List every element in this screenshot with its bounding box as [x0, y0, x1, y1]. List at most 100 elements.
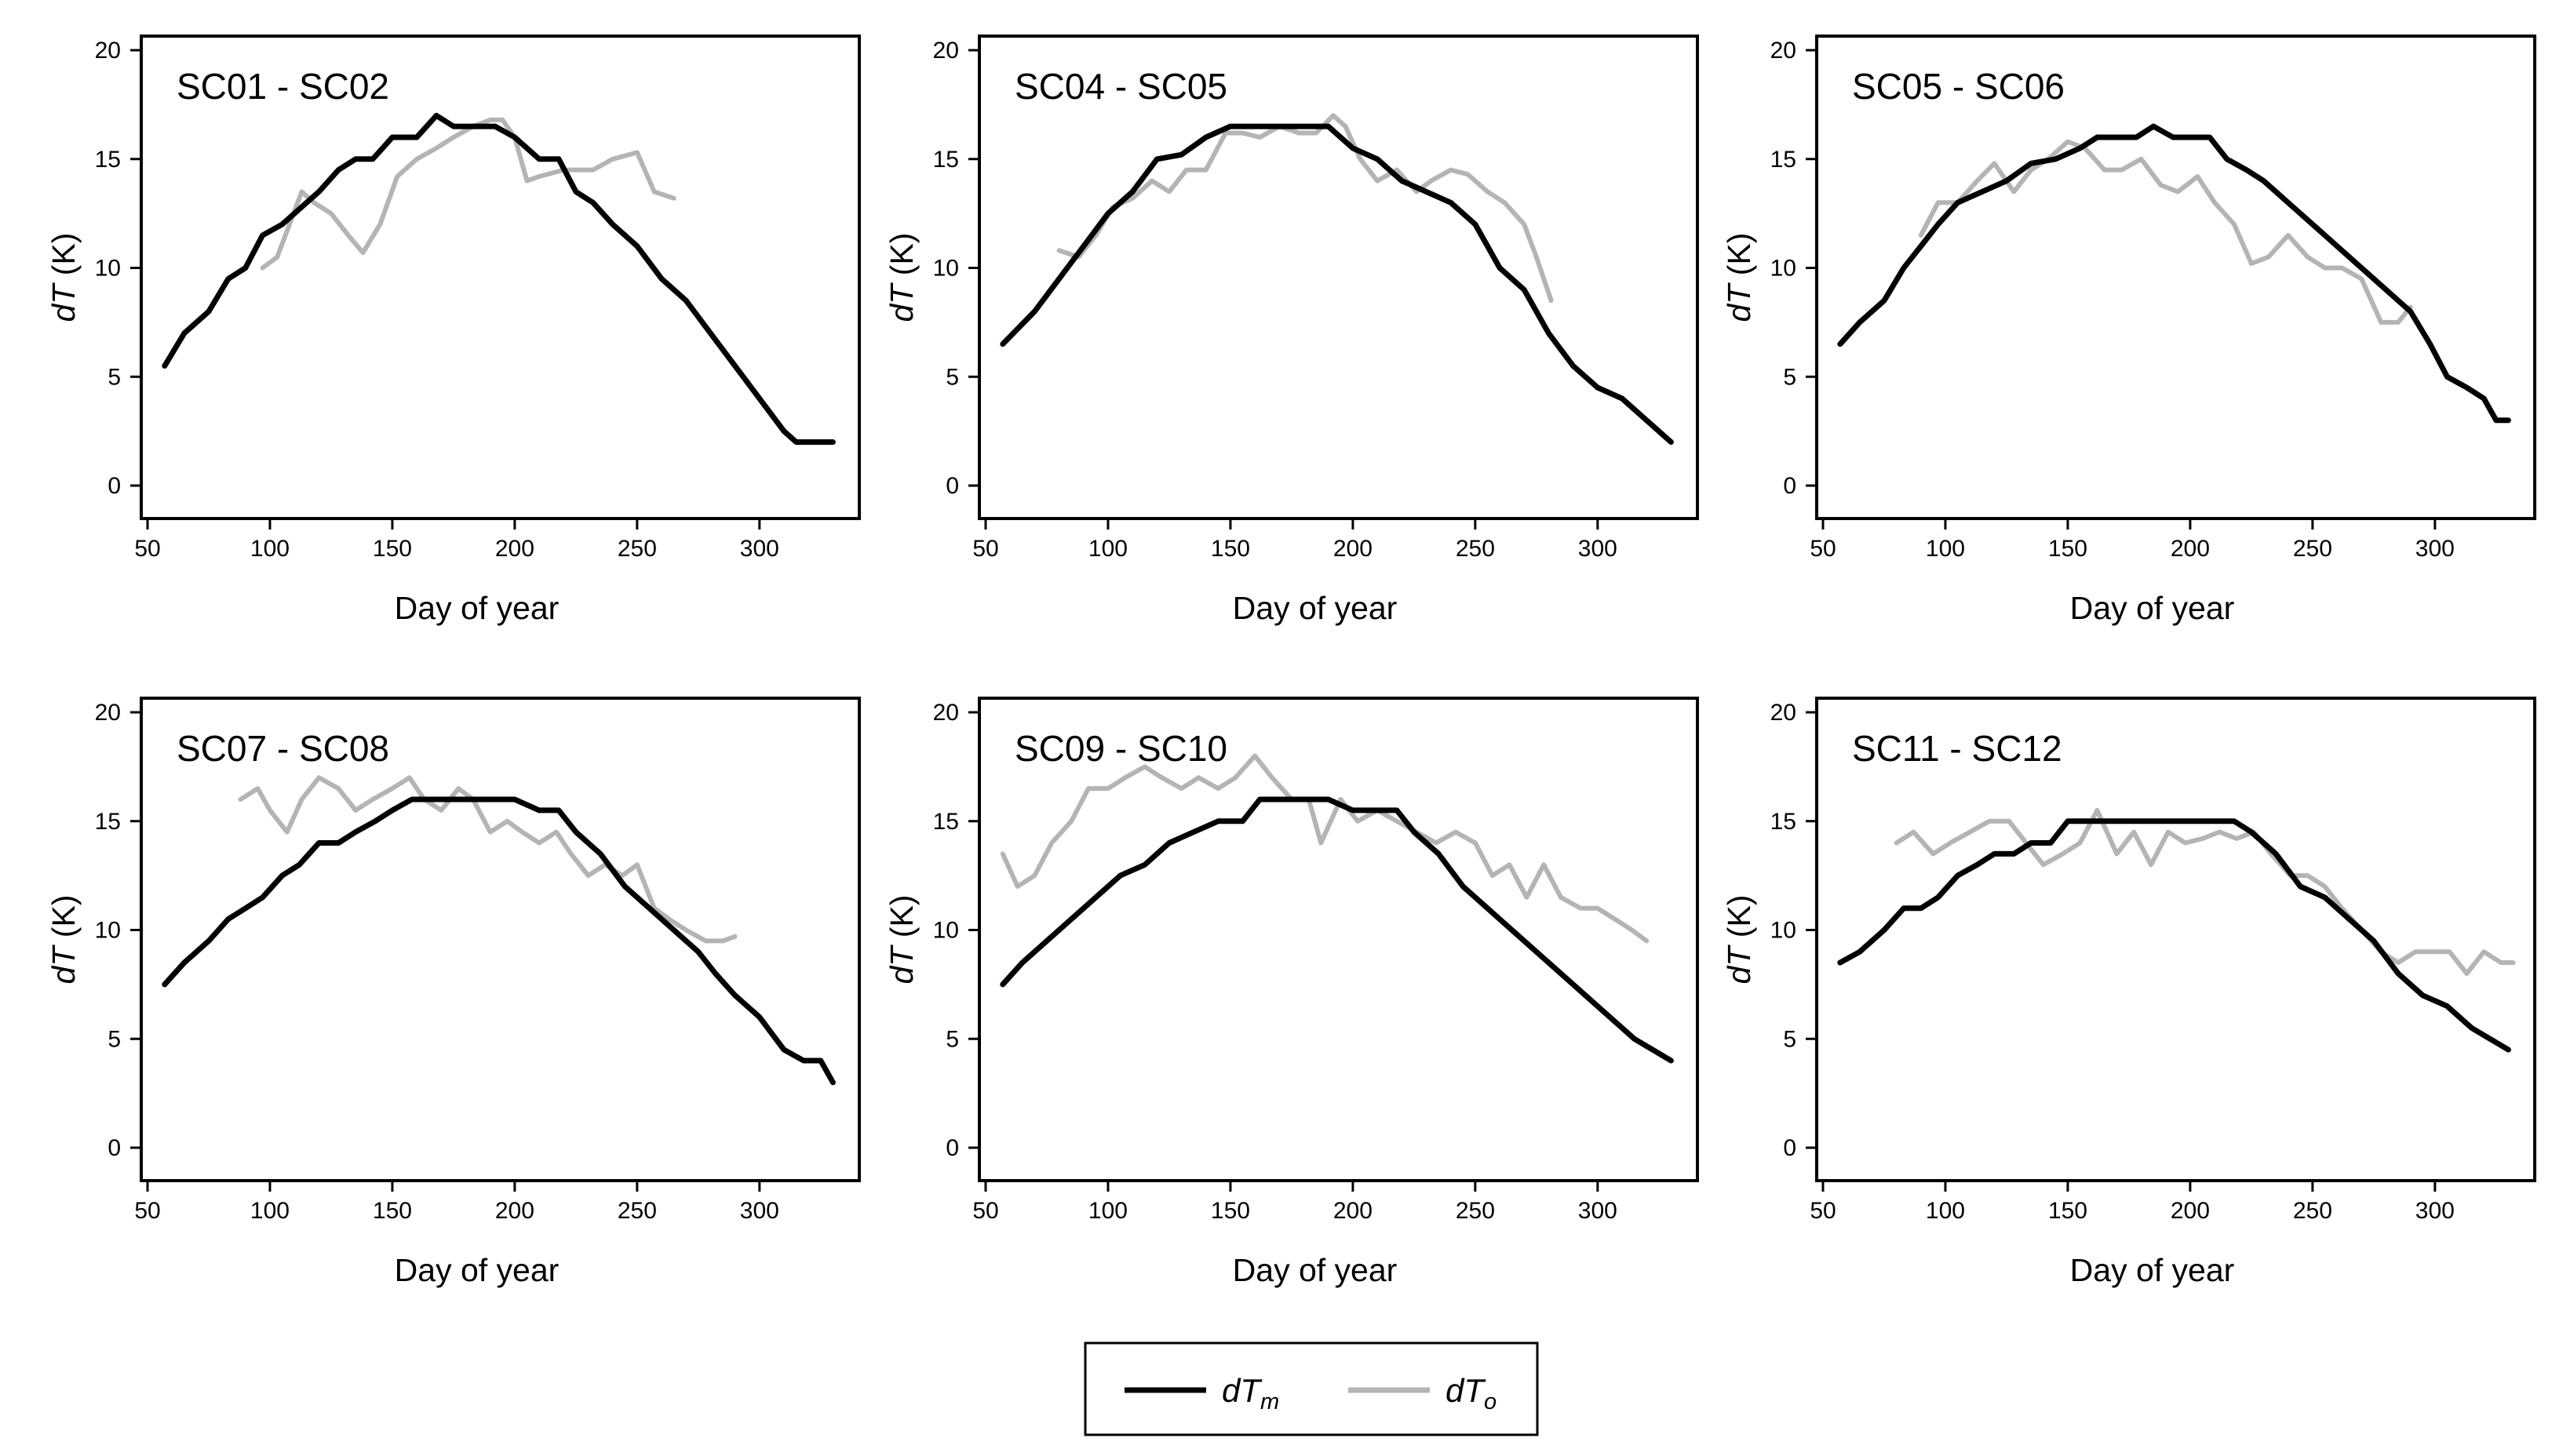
series-line-modelled	[1837, 123, 2511, 424]
x-axis-label: Day of year	[395, 590, 560, 626]
x-tick-label: 50	[1810, 536, 1836, 562]
panel-title: SC11 - SC12	[1852, 728, 2062, 769]
y-tick-label: 10	[1770, 918, 1796, 944]
x-tick-label: 300	[740, 1198, 779, 1224]
x-tick-label: 50	[972, 1198, 998, 1224]
y-tick-label: 5	[1783, 1026, 1796, 1052]
y-tick-label: 20	[1770, 38, 1796, 64]
y-tick-label: 0	[946, 1135, 959, 1161]
x-tick-label: 100	[1926, 1198, 1965, 1224]
y-axis-label: dT (K)	[1721, 233, 1757, 322]
y-tick-label: 15	[1770, 809, 1796, 835]
panel-title: SC09 - SC10	[1015, 728, 1227, 769]
y-axis-label: dT (K)	[1721, 895, 1757, 985]
y-tick-label: 10	[95, 918, 121, 944]
y-tick-label: 5	[946, 1026, 959, 1052]
y-tick-label: 10	[95, 256, 121, 282]
x-tick-label: 100	[1088, 536, 1128, 562]
x-axis-label: Day of year	[1233, 590, 1398, 626]
x-tick-label: 50	[134, 1198, 160, 1224]
x-tick-label: 100	[1088, 1198, 1128, 1224]
series-line-observed	[1918, 139, 2413, 325]
y-tick-label: 15	[95, 809, 121, 835]
panel-title: SC01 - SC02	[177, 66, 389, 107]
series-line-modelled	[1837, 818, 2511, 1053]
chart-panel: 50 100 150 200 250 300 0 5 10 15 20 Day of year dT (…	[1721, 35, 2536, 626]
y-axis-label-symbol: dT	[46, 945, 82, 985]
x-tick-label: 300	[1578, 1198, 1617, 1224]
x-tick-label: 200	[2171, 536, 2210, 562]
panel-title: SC07 - SC08	[177, 728, 389, 769]
series-line-modelled	[1000, 796, 1674, 1064]
x-tick-label: 150	[373, 1198, 412, 1224]
plot-frame	[978, 35, 1699, 520]
x-tick-label: 250	[1456, 536, 1495, 562]
y-tick-label: 20	[95, 700, 121, 726]
x-tick-label: 100	[250, 536, 290, 562]
x-tick-label: 200	[495, 536, 534, 562]
x-tick-label: 300	[1578, 536, 1617, 562]
y-tick-label: 5	[1783, 364, 1796, 390]
plot-frame	[978, 697, 1699, 1182]
x-tick-label: 150	[1211, 1198, 1250, 1224]
x-tick-label: 300	[2415, 536, 2455, 562]
y-tick-label: 10	[933, 256, 959, 282]
chart-panel: 50 100 150 200 250 300 0 5 10 15 20 Day of year dT (…	[1721, 697, 2536, 1288]
legend-label-modelled: dTm	[1222, 1372, 1279, 1414]
x-axis-label: Day of year	[2070, 1252, 2235, 1288]
y-axis-label: dT (K)	[46, 233, 82, 322]
y-tick-label: 0	[946, 473, 959, 499]
y-tick-label: 15	[933, 809, 959, 835]
x-tick-label: 250	[618, 1198, 657, 1224]
x-tick-label: 300	[2415, 1198, 2455, 1224]
panel-title: SC04 - SC05	[1015, 66, 1227, 107]
x-tick-label: 300	[740, 536, 779, 562]
x-tick-label: 250	[2293, 1198, 2332, 1224]
y-tick-label: 10	[1770, 256, 1796, 282]
y-axis-label-unit: (K)	[1721, 895, 1757, 947]
series-line-modelled	[1000, 123, 1674, 445]
x-tick-label: 100	[1926, 536, 1965, 562]
x-tick-label: 250	[1456, 1198, 1495, 1224]
y-axis-label: dT (K)	[46, 895, 82, 985]
y-tick-label: 20	[95, 38, 121, 64]
y-tick-label: 0	[1783, 473, 1796, 499]
x-tick-label: 150	[2048, 536, 2087, 562]
x-tick-label: 50	[134, 536, 160, 562]
y-tick-label: 0	[1783, 1135, 1796, 1161]
x-tick-label: 50	[1810, 1198, 1836, 1224]
y-axis-label: dT (K)	[884, 233, 920, 322]
series-line-observed	[1894, 807, 2516, 976]
panel-title: SC05 - SC06	[1852, 66, 2065, 107]
series-line-observed	[1000, 753, 1650, 944]
y-tick-label: 5	[108, 1026, 121, 1052]
legend-label-observed: dTo	[1446, 1372, 1497, 1414]
y-tick-label: 5	[946, 364, 959, 390]
y-tick-label: 0	[108, 1135, 121, 1161]
y-tick-label: 10	[933, 918, 959, 944]
x-tick-label: 100	[250, 1198, 290, 1224]
y-axis-label-unit: (K)	[884, 233, 920, 285]
series-line-observed	[238, 775, 738, 944]
x-tick-label: 250	[618, 536, 657, 562]
y-tick-label: 20	[1770, 700, 1796, 726]
chart-panel: 50 100 150 200 250 300 0 5 10 15 20 Day of year dT (…	[46, 35, 861, 626]
y-tick-label: 20	[933, 700, 959, 726]
x-axis-label: Day of year	[1233, 1252, 1398, 1288]
y-tick-label: 15	[1770, 147, 1796, 173]
y-axis-label: dT (K)	[884, 895, 920, 985]
plot-frame	[1815, 35, 2536, 520]
y-axis-label-unit: (K)	[1721, 233, 1757, 285]
x-tick-label: 200	[495, 1198, 534, 1224]
x-tick-label: 200	[2171, 1198, 2210, 1224]
x-tick-label: 150	[373, 536, 412, 562]
y-axis-label-symbol: dT	[46, 282, 82, 322]
y-tick-label: 20	[933, 38, 959, 64]
y-axis-label-unit: (K)	[46, 895, 82, 947]
y-tick-label: 5	[108, 364, 121, 390]
x-axis-label: Day of year	[2070, 590, 2235, 626]
chart-panel: 50 100 150 200 250 300 0 5 10 15 20 Day of year dT (…	[46, 697, 861, 1288]
y-axis-label-symbol: dT	[884, 282, 920, 322]
